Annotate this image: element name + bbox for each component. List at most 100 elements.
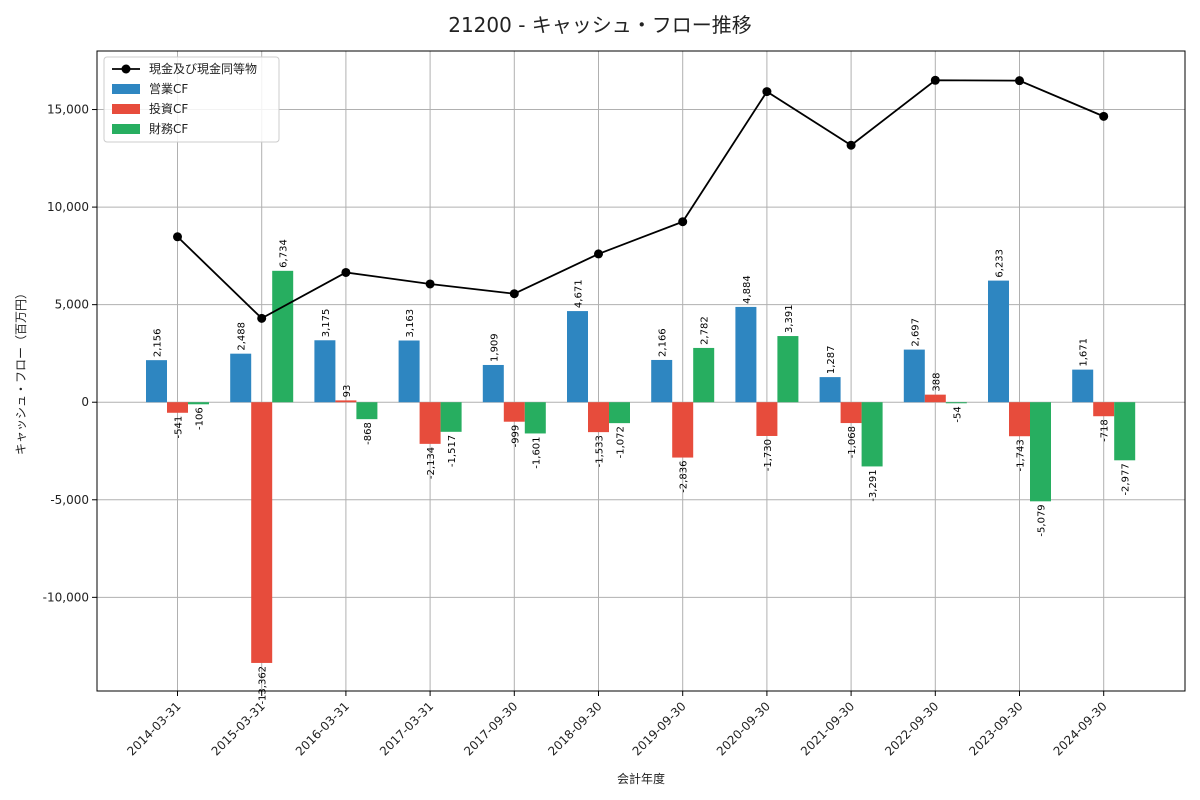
data-label: 4,884 (742, 275, 753, 304)
cash-point (1015, 76, 1024, 86)
cash-point (173, 232, 182, 242)
data-label: -999 (510, 425, 521, 448)
data-label: 2,697 (910, 318, 921, 347)
data-label: -868 (363, 422, 374, 445)
cash-point (425, 279, 435, 289)
data-label: 1,671 (1079, 338, 1090, 367)
data-label: -1,068 (847, 426, 858, 458)
cash-point (509, 289, 519, 299)
bar-financing (272, 270, 294, 403)
bar-investing (251, 402, 273, 663)
legend-label: 投資CF (149, 101, 188, 116)
bar-financing (440, 402, 462, 432)
data-label: -1,601 (531, 436, 542, 468)
x-tick-label: 2023-09-30 (966, 699, 1025, 758)
data-label: 1,287 (826, 345, 837, 374)
data-label: -3,291 (868, 469, 879, 501)
bar-operating (988, 280, 1009, 403)
data-label: 2,782 (700, 316, 711, 345)
bar-investing (924, 394, 946, 403)
bar-financing (356, 402, 378, 420)
legend-swatch (112, 124, 140, 134)
data-label: 93 (342, 385, 353, 398)
bar-investing (335, 400, 357, 403)
data-label: -2,977 (1121, 463, 1132, 495)
data-label: -541 (174, 416, 185, 439)
cash-point (1099, 111, 1109, 121)
bar-investing (840, 402, 862, 424)
y-tick-label: 15,000 (47, 103, 89, 117)
line-layer (173, 75, 1109, 323)
bar-operating (567, 311, 588, 403)
bar-investing (419, 402, 441, 444)
data-label: -1,743 (1016, 439, 1027, 471)
data-label: -54 (952, 406, 963, 422)
data-label: -1,072 (616, 426, 627, 458)
bar-financing (524, 402, 546, 434)
legend-box (103, 56, 280, 143)
data-label: -5,079 (1037, 504, 1048, 536)
bar-investing (588, 402, 609, 433)
data-label: 6,734 (279, 239, 290, 268)
legend-label: 現金及び現金同等物 (149, 61, 257, 76)
bar-financing (1114, 402, 1136, 461)
data-label: 2,166 (658, 328, 669, 357)
data-label: 3,391 (784, 304, 795, 333)
bar-operating (230, 353, 252, 403)
bar-operating (1072, 369, 1094, 403)
data-label: 388 (931, 373, 942, 392)
y-tick-label: 10,000 (47, 200, 89, 214)
x-tick-label: 2017-03-31 (377, 699, 436, 758)
bar-operating (482, 364, 504, 403)
bar-investing (672, 402, 694, 458)
bar-investing (1093, 402, 1115, 417)
legend-swatch (112, 104, 140, 114)
bar-financing (609, 402, 630, 424)
bar-financing (777, 336, 799, 403)
bar-investing (1009, 402, 1030, 437)
x-tick-label: 2024-09-30 (1051, 699, 1110, 758)
bar-operating (314, 340, 336, 403)
data-label: 6,233 (995, 249, 1006, 278)
data-label: 2,156 (153, 329, 164, 358)
bar-operating (903, 349, 925, 403)
bar-financing (945, 402, 967, 404)
cash-point (257, 313, 267, 323)
bar-operating (735, 306, 757, 403)
cash-point (341, 267, 351, 277)
x-tick-label: 2018-09-30 (545, 699, 604, 758)
data-label: 3,175 (321, 309, 332, 338)
bars-layer (146, 270, 1136, 663)
bar-operating (651, 359, 673, 403)
bar-investing (167, 402, 188, 413)
data-label: -2,836 (679, 461, 690, 493)
y-tick-label: 0 (81, 395, 89, 409)
data-label: -106 (195, 407, 206, 430)
cash-point (762, 87, 772, 97)
plot-frame (96, 50, 1186, 692)
cash-point (678, 217, 688, 227)
data-label: -2,134 (426, 447, 437, 479)
cash-point (930, 75, 940, 85)
bar-financing (188, 402, 209, 405)
data-label: 3,163 (405, 309, 416, 338)
data-label: -1,517 (447, 435, 458, 467)
bar-investing (503, 402, 525, 422)
bar-operating (398, 340, 420, 403)
data-label: -13,362 (258, 666, 269, 705)
cash-point (846, 140, 856, 150)
data-label: -1,730 (763, 439, 774, 471)
bar-operating (819, 377, 841, 403)
data-label: -718 (1100, 419, 1111, 442)
bar-financing (1030, 402, 1051, 502)
y-tick-label: 5,000 (55, 298, 89, 312)
cash-line (176, 79, 1105, 320)
data-labels-layer: 2,156 2,488 3,175 3,163 1,909 4,671 2,166 4,884… (153, 239, 1132, 704)
legend-swatch (112, 84, 140, 94)
bar-investing (756, 402, 778, 436)
x-tick-label: 2021-09-30 (798, 699, 857, 758)
data-label: -1,533 (595, 435, 606, 467)
